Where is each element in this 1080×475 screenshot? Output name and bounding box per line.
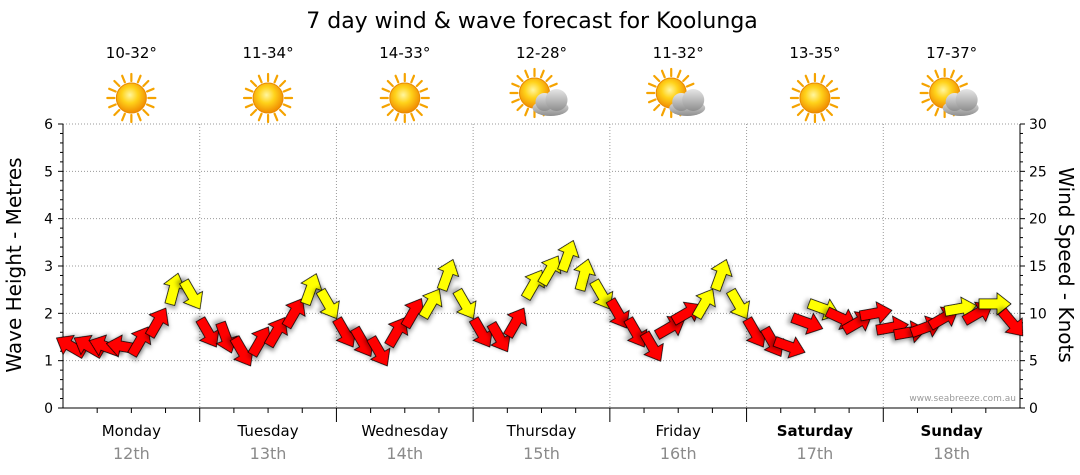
axes: 0 1 2 3 4 5 6 0 5 10 15 20 25 30 (44, 117, 1047, 422)
day-date-label: 14th (386, 444, 423, 463)
left-tick-label: 4 (44, 212, 53, 228)
day-date-label: 13th (250, 444, 287, 463)
wind-arrow (179, 278, 204, 310)
left-tick-label: 3 (44, 259, 53, 275)
wind-arrow (537, 255, 562, 287)
day-date-label: 17th (797, 444, 834, 463)
day-name-label: Monday (102, 422, 161, 440)
day-temperature: 12-28° (516, 44, 567, 62)
partly-cloudy-icon (509, 67, 569, 119)
sunny-icon (789, 72, 841, 124)
day-temperature: 11-34° (243, 44, 294, 62)
wind-arrow (215, 320, 238, 354)
left-tick-label: 6 (44, 117, 53, 133)
chart-title: 7 day wind & wave forecast for Koolunga (306, 9, 758, 34)
wind-arrow (281, 298, 306, 330)
wind-arrow (589, 278, 614, 310)
wind-arrow (300, 273, 323, 307)
day-temperature: 14-33° (379, 44, 430, 62)
wind-arrow (710, 258, 733, 292)
right-axis-label: Wind Speed - Knots (1054, 167, 1078, 363)
day-name-label: Saturday (777, 422, 854, 440)
wind-arrow (127, 326, 152, 358)
wind-arrow (144, 307, 169, 339)
left-tick-label: 0 (44, 401, 53, 417)
credit-text: www.seabreeze.com.au (909, 394, 1016, 404)
day-temperature: 10-32° (106, 44, 157, 62)
day-temperature: 17-37° (926, 44, 977, 62)
right-tick-label: 30 (1029, 117, 1047, 133)
right-tick-label: 25 (1029, 164, 1047, 180)
wind-arrow (520, 269, 545, 301)
wind-arrow (366, 335, 391, 367)
day-temperature: 13-35° (789, 44, 840, 62)
partly-cloudy-icon (646, 67, 706, 119)
plot-area: 0 1 2 3 4 5 6 0 5 10 15 20 25 30 (44, 117, 1047, 422)
day-temperature: 11-32° (653, 44, 704, 62)
day-date-label: 12th (113, 444, 150, 463)
wind-arrow (691, 288, 716, 320)
wind-arrow (790, 312, 824, 335)
left-tick-label: 1 (44, 354, 53, 370)
wind-arrow (605, 297, 630, 329)
day-date-label: 16th (660, 444, 697, 463)
day-labels: Monday 12th Tuesday 13th Wednesday 14th Thursd… (102, 422, 983, 463)
wind-arrow (384, 317, 409, 349)
grid (63, 123, 1020, 408)
day-name-label: Sunday (920, 422, 983, 440)
wind-arrow (623, 316, 648, 348)
wind-arrow (315, 287, 340, 320)
left-tick-label: 2 (44, 306, 53, 322)
day-name-label: Wednesday (361, 422, 448, 440)
left-tick-label: 5 (44, 164, 53, 180)
wind-arrow (639, 330, 664, 362)
day-date-label: 18th (933, 444, 970, 463)
wind-arrow (726, 287, 750, 320)
right-tick-label: 15 (1029, 259, 1047, 275)
wind-arrow (503, 307, 528, 339)
wind-arrow (452, 287, 477, 320)
wind-arrow (670, 301, 702, 326)
right-tick-label: 20 (1029, 212, 1047, 228)
partly-cloudy-icon (919, 67, 979, 119)
wind-arrow (858, 301, 893, 325)
day-name-label: Tuesday (237, 422, 299, 440)
right-tick-label: 0 (1029, 401, 1038, 417)
wind-arrow (978, 292, 1012, 316)
wind-arrow (436, 258, 460, 292)
wind-arrow (263, 317, 288, 349)
day-name-label: Thursday (506, 422, 577, 440)
right-tick-label: 10 (1029, 306, 1047, 322)
wind-arrow (573, 258, 596, 292)
wind-arrow (557, 239, 580, 273)
wind-arrows (55, 239, 1024, 367)
sunny-icon (379, 72, 430, 124)
left-axis-label: Wave Height - Metres (2, 157, 26, 372)
wind-arrow (997, 307, 1024, 337)
daily-weather-row: 10-32° 11-34° 14-33° 12-28° 11-32° 13-35° 17-3… (106, 44, 979, 124)
sunny-icon (106, 72, 157, 124)
day-name-label: Friday (655, 422, 701, 440)
sunny-icon (242, 72, 294, 124)
right-tick-label: 5 (1029, 354, 1038, 370)
day-date-label: 15th (523, 444, 560, 463)
wind-arrow (55, 334, 88, 359)
wind-arrow (418, 288, 443, 320)
wind-arrow (772, 336, 806, 359)
